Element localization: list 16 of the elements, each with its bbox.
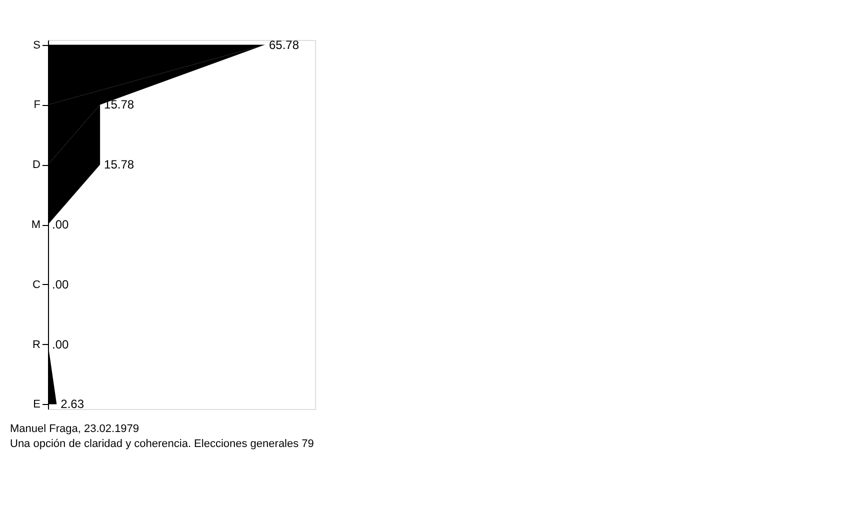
data-label: .00 bbox=[52, 218, 70, 232]
y-tick-label: D bbox=[32, 159, 41, 172]
data-label: .00 bbox=[52, 337, 70, 352]
text: Una opción de claridad y coherencia. Elecciones generales 79 bbox=[10, 438, 314, 450]
data-label: 65.78 bbox=[269, 38, 300, 52]
y-tick-label: C bbox=[32, 278, 41, 291]
y-tick-label: E bbox=[33, 398, 40, 411]
y-tick-label: S bbox=[33, 39, 40, 52]
data-label: 15.78 bbox=[104, 158, 134, 172]
data-label: 2.63 bbox=[60, 397, 84, 412]
y-tick-label: F bbox=[34, 99, 41, 112]
text: Manuel Fraga, 23.02.1979 bbox=[10, 423, 140, 435]
y-tick-label: M bbox=[31, 219, 40, 231]
data-label: .00 bbox=[52, 277, 70, 292]
data-label: 15.78 bbox=[104, 98, 134, 112]
y-tick-label: R bbox=[32, 338, 41, 351]
